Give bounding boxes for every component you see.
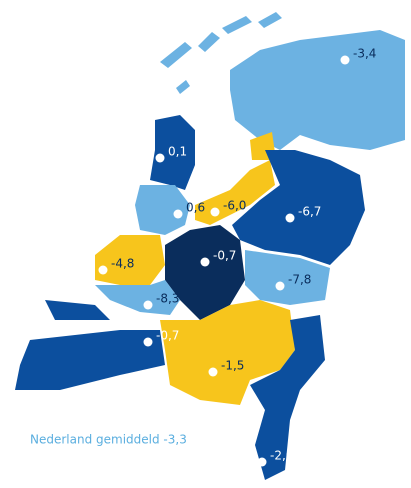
region <box>95 235 165 285</box>
region <box>95 280 180 315</box>
region <box>135 185 190 235</box>
region <box>150 115 195 190</box>
value-label: -7,8 <box>288 273 311 287</box>
region-dot <box>285 213 295 223</box>
region <box>232 150 365 265</box>
region-dot <box>200 257 210 267</box>
region-dot <box>143 300 153 310</box>
region-dot <box>155 153 165 163</box>
value-label: -1,5 <box>221 359 244 373</box>
value-label: 0,1 <box>168 145 187 159</box>
region <box>245 250 330 305</box>
map-note: Nederland gemiddeld -3,3 <box>30 433 187 447</box>
region <box>160 300 295 405</box>
region <box>165 225 245 320</box>
value-label: -0,7 <box>213 249 236 263</box>
region-dot <box>173 209 183 219</box>
region <box>15 300 165 390</box>
value-label: -2,6 <box>270 449 293 463</box>
region <box>250 315 325 480</box>
region <box>160 12 405 150</box>
region-dot <box>257 457 267 467</box>
region-dot <box>340 55 350 65</box>
region-dot <box>275 281 285 291</box>
region <box>195 132 276 225</box>
value-label: -0,7 <box>156 329 179 343</box>
value-label: -6,0 <box>223 199 246 213</box>
region-dot <box>143 337 153 347</box>
region-dot <box>210 207 220 217</box>
region-dot <box>98 265 108 275</box>
region-dot <box>208 367 218 377</box>
value-label: -3,4 <box>353 47 376 61</box>
value-label: -6,7 <box>298 205 321 219</box>
value-label: -4,8 <box>111 257 134 271</box>
value-label: -8,3 <box>156 292 179 306</box>
value-label: 0,6 <box>186 201 205 215</box>
